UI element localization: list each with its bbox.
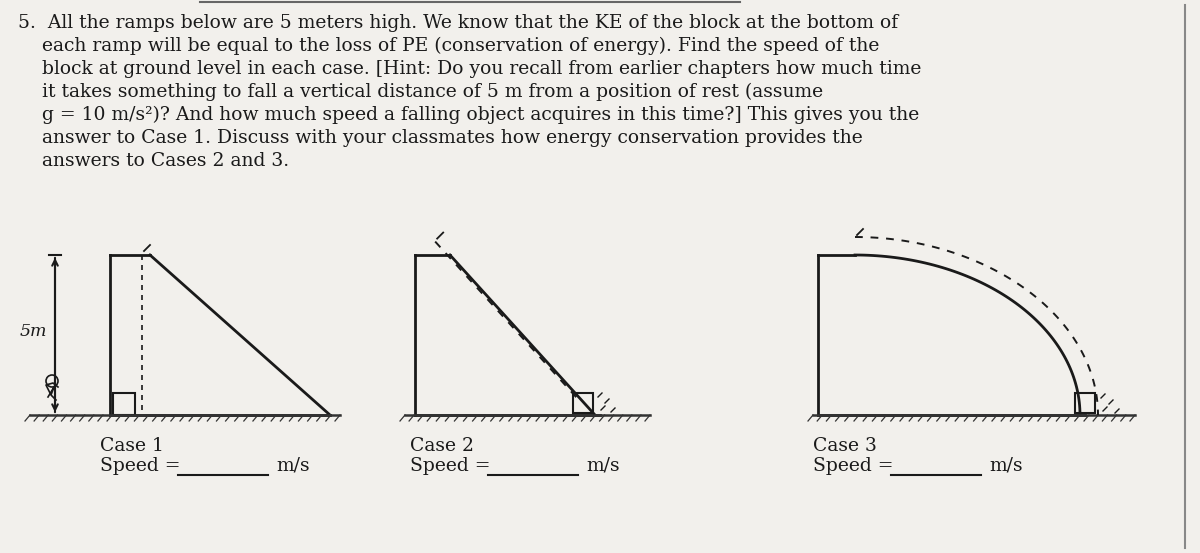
- Text: Case 2: Case 2: [410, 437, 474, 455]
- Text: answer to Case 1. Discuss with your classmates how energy conservation provides : answer to Case 1. Discuss with your clas…: [18, 129, 863, 147]
- Text: Case 3: Case 3: [814, 437, 877, 455]
- Text: Speed =: Speed =: [100, 457, 180, 475]
- Text: g = 10 m/s²)? And how much speed a falling object acquires in this time?] This g: g = 10 m/s²)? And how much speed a falli…: [18, 106, 919, 124]
- Text: Case 1: Case 1: [100, 437, 164, 455]
- Text: block at ground level in each case. [Hint: Do you recall from earlier chapters h: block at ground level in each case. [Hin…: [18, 60, 922, 78]
- Text: each ramp will be equal to the loss of PE (conservation of energy). Find the spe: each ramp will be equal to the loss of P…: [18, 37, 880, 55]
- Text: m/s: m/s: [989, 457, 1022, 475]
- Text: answers to Cases 2 and 3.: answers to Cases 2 and 3.: [18, 152, 289, 170]
- Text: Speed =: Speed =: [814, 457, 894, 475]
- Text: Speed =: Speed =: [410, 457, 491, 475]
- Text: it takes something to fall a vertical distance of 5 m from a position of rest (a: it takes something to fall a vertical di…: [18, 83, 823, 101]
- Text: 5m: 5m: [19, 322, 47, 340]
- Text: m/s: m/s: [276, 457, 310, 475]
- Bar: [113, 393, 134, 415]
- Text: 5.  All the ramps below are 5 meters high. We know that the KE of the block at t: 5. All the ramps below are 5 meters high…: [18, 14, 898, 32]
- Text: m/s: m/s: [586, 457, 619, 475]
